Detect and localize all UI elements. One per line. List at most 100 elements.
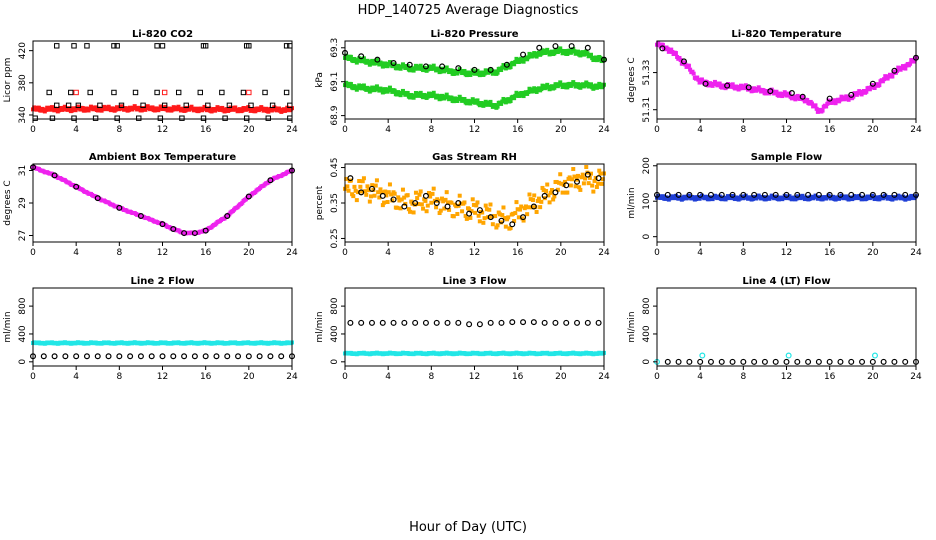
data-point (585, 81, 590, 86)
data-point (429, 66, 434, 71)
data-point (436, 66, 441, 71)
data-point (469, 71, 474, 76)
data-point (359, 86, 364, 91)
data-point (352, 184, 357, 189)
data-point (425, 203, 430, 208)
data-point (560, 190, 565, 195)
data-point (395, 205, 400, 210)
data-point (49, 105, 54, 110)
data-point (820, 197, 825, 202)
data-point (439, 63, 446, 70)
data-point (421, 68, 426, 73)
data-point (783, 358, 790, 365)
y-axis-label: percent (315, 185, 325, 220)
data-point (475, 200, 480, 205)
data-point (161, 102, 168, 109)
data-point (116, 204, 123, 211)
data-point (768, 89, 773, 94)
data-point (376, 190, 381, 195)
data-point (545, 82, 550, 87)
data-point (451, 71, 456, 76)
data-point (805, 98, 810, 103)
x-tick-label: 0 (654, 248, 660, 258)
data-point (494, 225, 499, 230)
data-point (521, 94, 526, 99)
data-point (356, 190, 361, 195)
data-point (224, 353, 231, 360)
x-tick-label: 12 (469, 372, 480, 382)
data-point (837, 191, 844, 198)
y-axis-label: ml/min (627, 311, 637, 342)
data-point (660, 194, 665, 199)
data-point (903, 66, 908, 71)
data-point (243, 115, 250, 121)
data-point (554, 48, 559, 53)
data-point (557, 48, 562, 53)
data-point (476, 321, 483, 328)
data-point (170, 353, 177, 360)
data-point (587, 175, 592, 180)
data-point (571, 167, 576, 172)
x-tick-label: 16 (512, 125, 524, 135)
x-tick-label: 8 (428, 372, 434, 382)
chart-title: Li-820 CO2 (132, 29, 193, 40)
data-point (390, 198, 395, 203)
data-point (545, 47, 550, 52)
data-point (484, 207, 489, 212)
data-point (552, 319, 559, 326)
data-point (373, 183, 378, 188)
data-point (466, 321, 473, 328)
data-point (547, 52, 552, 57)
y-tick-label: 68.9 (330, 105, 340, 125)
data-point (473, 210, 478, 215)
data-point (191, 353, 198, 360)
data-point (737, 86, 742, 91)
data-point (833, 101, 838, 106)
data-point (202, 227, 209, 234)
data-point (60, 107, 65, 112)
x-tick-label: 16 (200, 372, 212, 382)
data-point (707, 83, 712, 88)
data-point (422, 63, 429, 70)
data-point (358, 53, 365, 60)
x-tick-label: 24 (286, 372, 298, 382)
data-point (500, 99, 505, 104)
data-point (539, 87, 544, 92)
data-point (379, 319, 386, 326)
data-point (880, 191, 887, 198)
data-point (62, 353, 69, 360)
data-point (482, 216, 487, 221)
x-tick-label: 16 (512, 372, 524, 382)
data-point (595, 175, 602, 182)
data-point (481, 220, 486, 225)
data-point (287, 115, 293, 121)
data-point (826, 95, 833, 102)
data-point (902, 358, 909, 365)
data-point (584, 44, 591, 51)
data-point (473, 71, 478, 76)
x-tick-label: 16 (200, 248, 212, 258)
data-point (267, 353, 274, 360)
data-point (513, 211, 518, 216)
data-point (457, 193, 462, 198)
data-point (392, 88, 397, 93)
data-point (202, 43, 209, 49)
data-point (724, 82, 731, 89)
data-point (382, 64, 387, 69)
data-point (347, 175, 354, 182)
x-tick-label: 12 (781, 125, 792, 135)
data-point (521, 59, 526, 64)
data-point (805, 191, 812, 198)
data-point (68, 89, 74, 96)
x-tick-label: 24 (910, 372, 922, 382)
data-point (467, 99, 472, 104)
data-point (750, 197, 755, 202)
y-tick-label: 0 (642, 234, 652, 240)
data-point (346, 56, 351, 61)
data-point (600, 177, 605, 182)
data-point (751, 358, 758, 365)
data-point (181, 106, 186, 111)
data-point (346, 84, 351, 89)
data-point (584, 319, 591, 326)
data-point (399, 64, 404, 69)
